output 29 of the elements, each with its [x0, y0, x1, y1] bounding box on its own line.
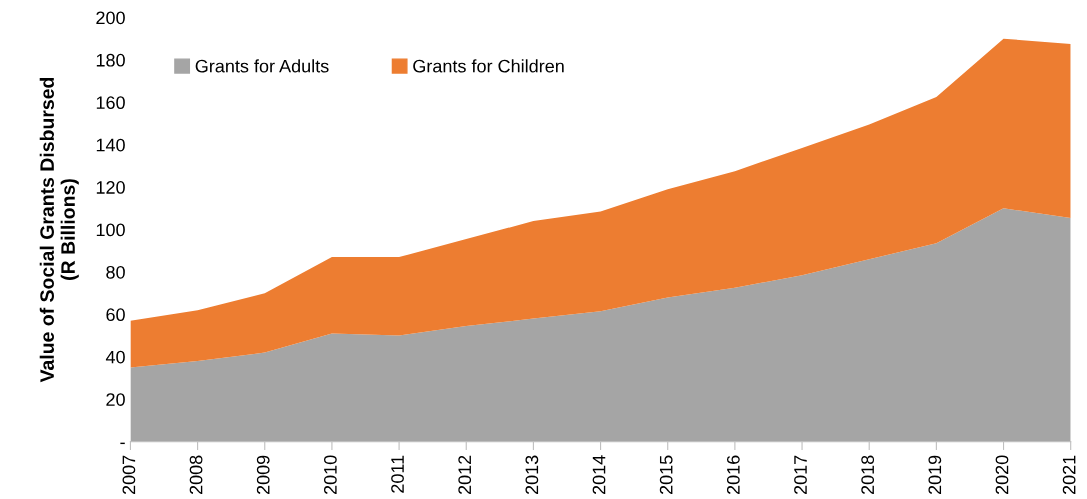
x-tick-label: 2013 — [525, 455, 539, 495]
y-tick-label: 140 — [96, 138, 125, 152]
x-tick-label: 2019 — [928, 455, 942, 495]
y-tick-label: 60 — [106, 308, 125, 322]
y-tick-label: - — [120, 442, 125, 445]
y-tick-label: 80 — [106, 265, 125, 279]
y-tick-label: 160 — [96, 96, 125, 110]
x-tick-label: 2017 — [794, 455, 807, 495]
y-axis-title: Value of Social Grants Disbursed (R Billions) — [39, 77, 79, 383]
x-tick-label: 2008 — [189, 455, 203, 495]
x-tick-label: 2021 — [1062, 455, 1076, 495]
x-tick-label: 2011 — [391, 455, 404, 493]
x-tick-label: 2012 — [458, 455, 472, 495]
y-tick-label: 200 — [96, 11, 125, 25]
legend-label: Grants for Adults — [195, 59, 329, 73]
legend-label: Grants for Children — [413, 59, 564, 73]
x-tick-label: 2018 — [861, 455, 875, 495]
x-tick-label: 2010 — [323, 455, 337, 495]
y-tick-label: 100 — [96, 223, 125, 237]
y-tick-label: 180 — [96, 53, 125, 67]
x-tick-label: 2007 — [122, 455, 136, 495]
x-tick-label: 2016 — [726, 455, 740, 495]
x-tick-label: 2020 — [995, 455, 1009, 495]
y-tick-label: 20 — [106, 393, 125, 406]
x-tick-label: 2009 — [256, 455, 270, 495]
x-tick-label: 2014 — [592, 455, 606, 495]
x-tick-label: 2015 — [659, 455, 673, 495]
y-tick-label: 120 — [96, 181, 125, 194]
y-tick-label: 40 — [105, 350, 125, 364]
